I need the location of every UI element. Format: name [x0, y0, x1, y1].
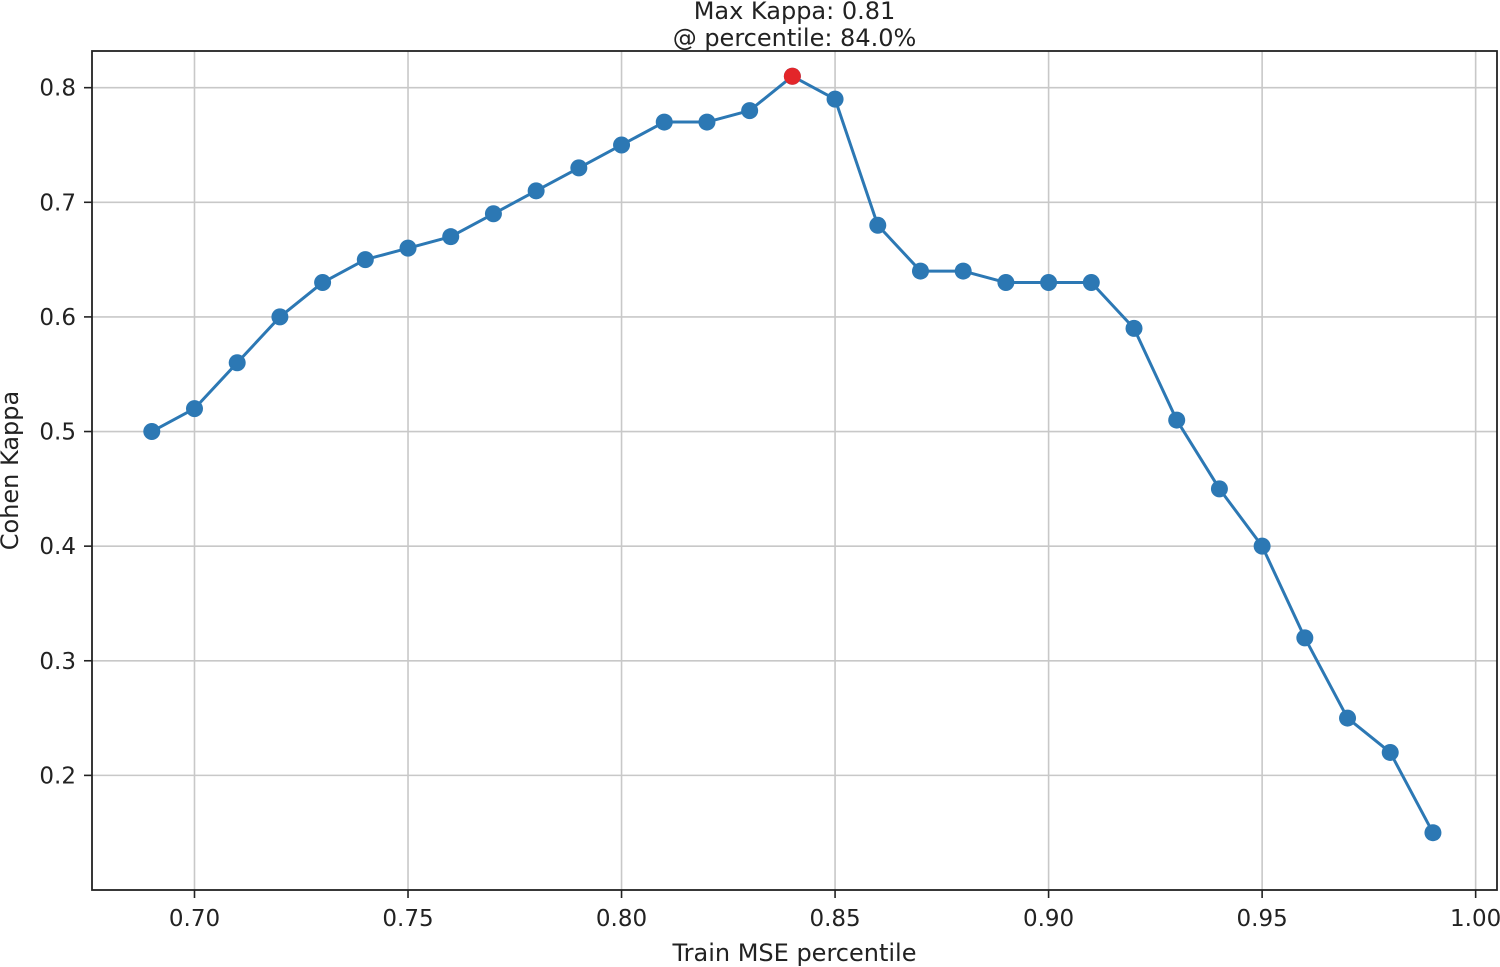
y-tick-label: 0.6: [39, 305, 76, 331]
data-point: [826, 90, 844, 108]
max-point-layer: [783, 67, 801, 85]
data-point: [1168, 411, 1186, 429]
series-line: [151, 74, 1435, 834]
data-point: [228, 354, 246, 372]
data-point: [1339, 709, 1357, 727]
data-point: [143, 423, 161, 441]
data-point: [442, 228, 460, 246]
data-point: [1296, 629, 1314, 647]
data-point: [869, 216, 887, 234]
x-tick-label: 0.85: [809, 906, 860, 932]
data-point: [911, 262, 929, 280]
x-axis-ticks: 0.70 0.75 0.80 0.85 0.90 0.95 1.00: [169, 890, 1500, 932]
data-point: [655, 113, 673, 131]
y-tick-label: 0.5: [39, 420, 76, 446]
x-tick-label: 0.80: [596, 906, 647, 932]
data-point: [1381, 743, 1399, 761]
x-tick-label: 1.00: [1450, 906, 1500, 932]
x-tick-label: 0.90: [1023, 906, 1074, 932]
data-point: [1253, 537, 1271, 555]
data-point: [1040, 274, 1058, 292]
plot-frame: [91, 50, 1498, 891]
data-point: [1210, 480, 1228, 498]
data-point: [484, 205, 502, 223]
data-point: [997, 274, 1015, 292]
y-tick-label: 0.3: [39, 649, 76, 675]
x-axis-label: Train MSE percentile: [672, 939, 917, 967]
data-point: [271, 308, 289, 326]
data-point: [954, 262, 972, 280]
y-tick-label: 0.7: [39, 190, 76, 216]
data-point: [1082, 274, 1100, 292]
data-point: [741, 102, 759, 120]
chart-subtitle: @ percentile: 84.0%: [673, 24, 917, 52]
data-point: [1125, 319, 1143, 337]
grid: [92, 51, 1497, 890]
max-kappa-point: [783, 67, 801, 85]
data-point: [185, 400, 203, 418]
x-tick-label: 0.95: [1237, 906, 1288, 932]
data-point: [314, 274, 332, 292]
data-point: [356, 251, 374, 269]
y-tick-label: 0.4: [39, 534, 76, 560]
series-kappa: [143, 67, 1442, 842]
chart-title: Max Kappa: 0.81: [694, 0, 896, 25]
y-axis-label: Cohen Kappa: [0, 391, 24, 550]
y-tick-label: 0.8: [39, 76, 76, 102]
x-tick-label: 0.75: [382, 906, 433, 932]
data-point: [399, 239, 417, 257]
y-axis-ticks: 0.2 0.3 0.4 0.5 0.6 0.7 0.8: [39, 76, 92, 789]
data-point: [698, 113, 716, 131]
data-point: [613, 136, 631, 154]
data-point: [527, 182, 545, 200]
y-tick-label: 0.2: [39, 763, 76, 789]
data-point: [570, 159, 588, 177]
x-tick-label: 0.70: [169, 906, 220, 932]
data-point: [1424, 824, 1442, 842]
